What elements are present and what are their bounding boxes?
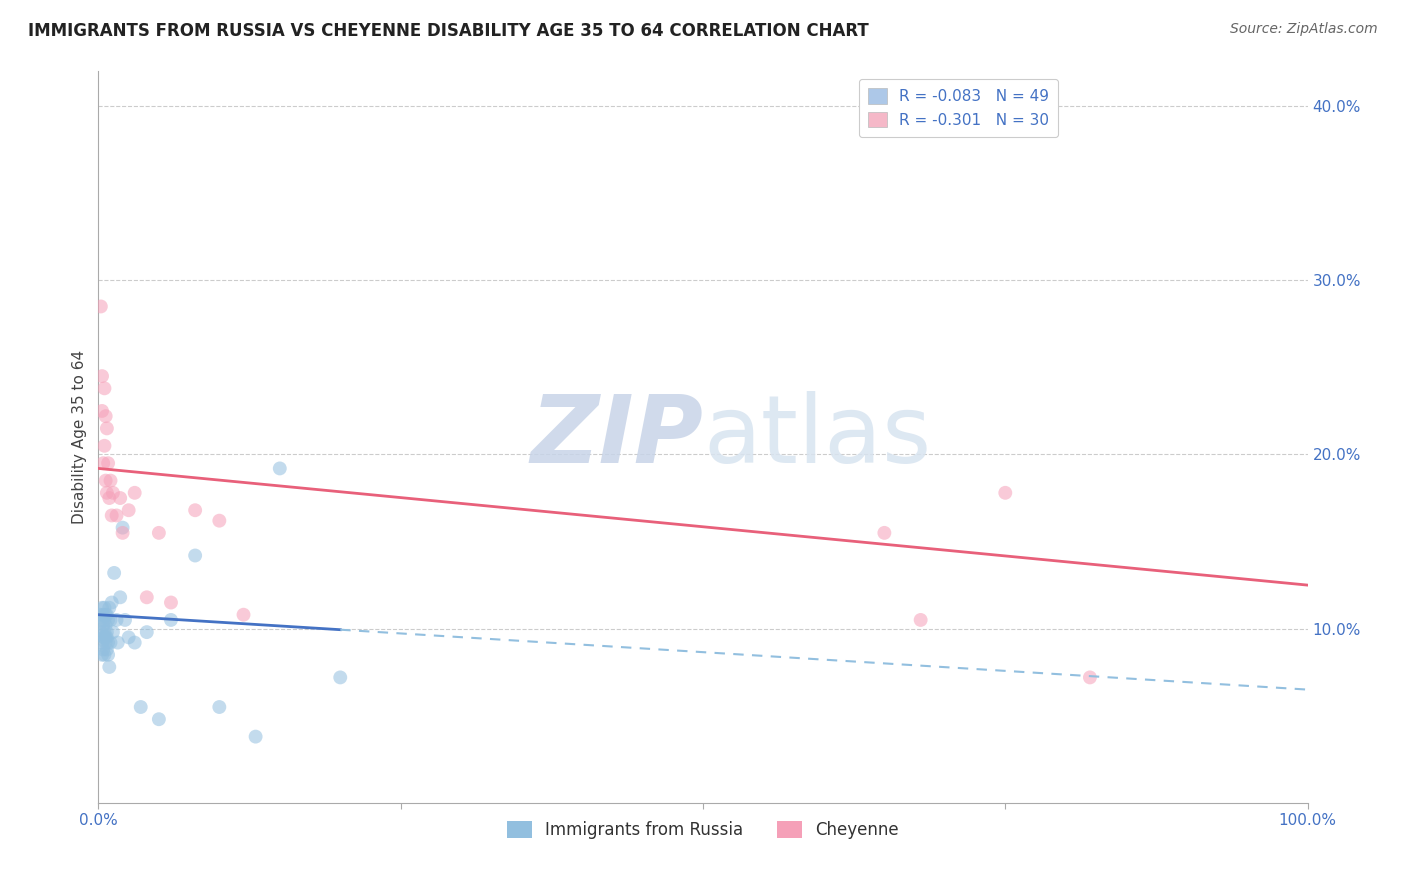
Text: atlas: atlas: [703, 391, 931, 483]
Point: [118, 503, 141, 517]
Point: [105, 508, 128, 523]
Point: [994, 485, 1017, 500]
Point: [100, 508, 122, 523]
Point: [910, 613, 932, 627]
Point: [96, 607, 118, 622]
Y-axis label: Disability Age 35 to 64: Disability Age 35 to 64: [72, 350, 87, 524]
Point: [100, 595, 122, 609]
Point: [93, 600, 115, 615]
Point: [105, 613, 128, 627]
Point: [97, 456, 120, 470]
Point: [103, 566, 125, 580]
Point: [94, 631, 117, 645]
Text: Source: ZipAtlas.com: Source: ZipAtlas.com: [1230, 22, 1378, 37]
Point: [108, 591, 131, 605]
Point: [1078, 670, 1101, 684]
Text: IMMIGRANTS FROM RUSSIA VS CHEYENNE DISABILITY AGE 35 TO 64 CORRELATION CHART: IMMIGRANTS FROM RUSSIA VS CHEYENNE DISAB…: [28, 22, 869, 40]
Point: [93, 439, 115, 453]
Point: [93, 648, 115, 662]
Point: [97, 613, 120, 627]
Point: [114, 613, 136, 627]
Point: [94, 618, 117, 632]
Point: [96, 642, 118, 657]
Point: [98, 491, 121, 505]
Point: [91, 607, 114, 622]
Point: [91, 648, 114, 662]
Point: [148, 525, 170, 540]
Point: [96, 631, 118, 645]
Point: [94, 635, 117, 649]
Point: [101, 485, 124, 500]
Point: [96, 485, 118, 500]
Point: [208, 514, 231, 528]
Point: [124, 485, 146, 500]
Point: [184, 549, 207, 563]
Point: [118, 631, 141, 645]
Point: [208, 700, 231, 714]
Point: [245, 730, 267, 744]
Point: [90, 613, 112, 627]
Legend: Immigrants from Russia, Cheyenne: Immigrants from Russia, Cheyenne: [501, 814, 905, 846]
Point: [232, 607, 254, 622]
Point: [91, 642, 114, 657]
Point: [93, 613, 115, 627]
Point: [91, 635, 114, 649]
Point: [111, 521, 134, 535]
Point: [97, 635, 120, 649]
Point: [94, 409, 117, 424]
Point: [160, 595, 183, 609]
Point: [329, 670, 352, 684]
Point: [96, 625, 118, 640]
Point: [97, 648, 120, 662]
Point: [89, 607, 111, 622]
Point: [94, 474, 117, 488]
Point: [101, 625, 124, 640]
Point: [108, 491, 131, 505]
Point: [100, 613, 122, 627]
Point: [90, 625, 112, 640]
Point: [91, 456, 114, 470]
Point: [111, 525, 134, 540]
Point: [91, 618, 114, 632]
Point: [93, 381, 115, 395]
Point: [269, 461, 291, 475]
Point: [107, 635, 129, 649]
Point: [93, 625, 115, 640]
Point: [124, 635, 146, 649]
Point: [91, 600, 114, 615]
Point: [96, 421, 118, 435]
Point: [90, 300, 112, 314]
Point: [100, 635, 122, 649]
Point: [129, 700, 152, 714]
Point: [91, 369, 114, 384]
Text: ZIP: ZIP: [530, 391, 703, 483]
Point: [91, 404, 114, 418]
Point: [98, 660, 121, 674]
Point: [100, 474, 122, 488]
Point: [160, 613, 183, 627]
Point: [135, 625, 157, 640]
Point: [873, 525, 896, 540]
Point: [93, 631, 115, 645]
Point: [135, 591, 157, 605]
Point: [91, 631, 114, 645]
Point: [184, 503, 207, 517]
Point: [94, 607, 117, 622]
Point: [98, 600, 121, 615]
Point: [148, 712, 170, 726]
